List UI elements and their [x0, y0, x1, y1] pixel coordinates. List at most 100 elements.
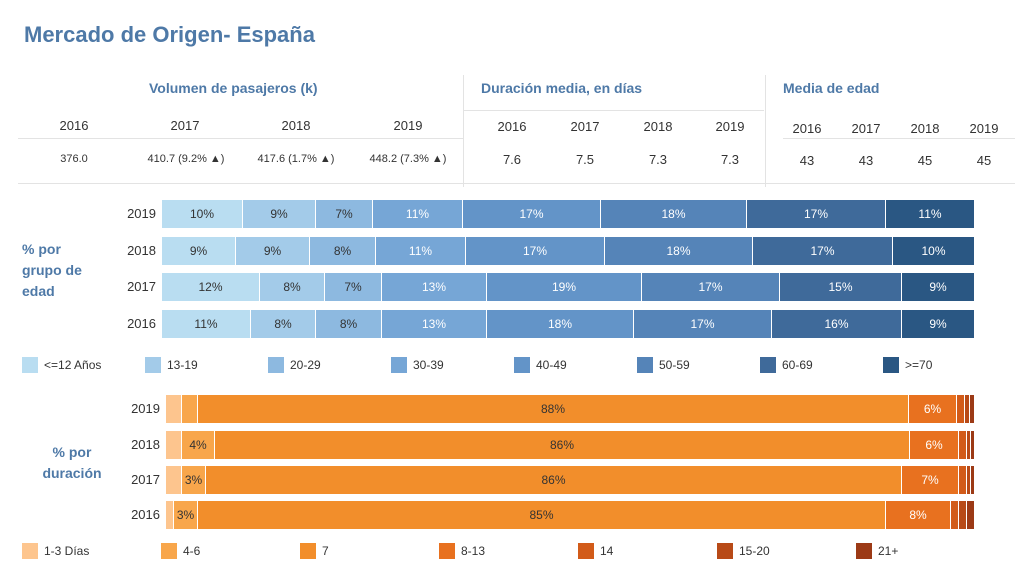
row-year-label: 2016 — [131, 507, 160, 522]
header-duracion: Duración media, en días — [481, 80, 643, 96]
bar-segment: 17% — [747, 200, 885, 228]
bar-segment — [971, 431, 974, 459]
edad-year: 2019 — [969, 121, 999, 136]
row-year-label: 2019 — [131, 401, 160, 416]
duracion-value: 7.3 — [720, 152, 740, 167]
header-volumen: Volumen de pasajeros (k) — [149, 80, 318, 96]
bar-segment: 9% — [902, 273, 974, 301]
bar-segment: 86% — [215, 431, 909, 459]
edad-value: 43 — [858, 153, 874, 168]
legend-swatch — [883, 357, 899, 373]
bar-segment: 6% — [909, 395, 956, 423]
table-divider — [18, 138, 464, 139]
legend-item: 15-20 — [717, 543, 770, 559]
bar-segment: 7% — [325, 273, 381, 301]
volumen-year: 2016 — [59, 118, 89, 133]
bar-segment: 8% — [886, 501, 950, 529]
row-year-label: 2018 — [127, 243, 156, 258]
legend-item: 13-19 — [145, 357, 198, 373]
bar-segment: 11% — [162, 310, 250, 338]
legend-swatch — [514, 357, 530, 373]
row-year-label: 2019 — [127, 206, 156, 221]
bar-segment: 13% — [382, 273, 486, 301]
edad-value: 45 — [976, 153, 992, 168]
bar-segment: 12% — [162, 273, 259, 301]
bar-segment: 13% — [382, 310, 486, 338]
bar-segment — [967, 466, 970, 494]
bar-segment: 7% — [902, 466, 958, 494]
bar-segment: 8% — [316, 310, 381, 338]
legend-label: 7 — [322, 544, 329, 558]
bar-segment — [959, 431, 966, 459]
bar-segment: 85% — [198, 501, 885, 529]
edad-year: 2017 — [851, 121, 881, 136]
bar-segment: 86% — [206, 466, 901, 494]
bar-segment: 11% — [373, 200, 462, 228]
legend-label: 21+ — [878, 544, 899, 558]
legend-swatch — [760, 357, 776, 373]
volumen-year: 2018 — [281, 118, 311, 133]
legend-item: <=12 Años — [22, 357, 101, 373]
legend-swatch — [578, 543, 594, 559]
duracion-year: 2016 — [497, 119, 527, 134]
table-divider — [18, 183, 1015, 184]
legend-item: 1-3 Días — [22, 543, 89, 559]
legend-swatch — [439, 543, 455, 559]
bar-segment: 9% — [243, 200, 315, 228]
bar-segment: 7% — [316, 200, 372, 228]
legend-label: 14 — [600, 544, 614, 558]
bar-segment: 17% — [466, 237, 604, 265]
legend-label: >=70 — [905, 358, 933, 372]
bar-segment — [965, 395, 969, 423]
legend-label: 15-20 — [739, 544, 770, 558]
bar-segment: 3% — [182, 466, 205, 494]
bar-segment — [166, 501, 173, 529]
bar-segment: 11% — [886, 200, 974, 228]
duracion-year: 2019 — [715, 119, 745, 134]
legend-item: 20-29 — [268, 357, 321, 373]
bar-segment: 9% — [236, 237, 309, 265]
legend-swatch — [717, 543, 733, 559]
legend-swatch — [856, 543, 872, 559]
bar-segment: 8% — [310, 237, 375, 265]
bar-segment: 8% — [260, 273, 324, 301]
bar-segment: 17% — [642, 273, 779, 301]
bar-segment: 9% — [162, 237, 235, 265]
page-title: Mercado de Origen- España — [24, 22, 315, 47]
legend-swatch — [161, 543, 177, 559]
legend-item: 7 — [300, 543, 329, 559]
volumen-year: 2017 — [170, 118, 200, 133]
bar-segment: 18% — [487, 310, 633, 338]
volumen-value: 376.0 — [60, 153, 88, 165]
legend-label: <=12 Años — [44, 358, 102, 372]
legend-item: 14 — [578, 543, 613, 559]
legend-swatch — [391, 357, 407, 373]
bar-segment — [951, 501, 958, 529]
bar-segment — [166, 395, 181, 423]
bar-segment: 9% — [902, 310, 974, 338]
table-divider — [463, 75, 464, 187]
legend-item: 21+ — [856, 543, 898, 559]
legend-item: 4-6 — [161, 543, 200, 559]
bar-segment: 17% — [634, 310, 771, 338]
volumen-value: 417.6 (1.7% ▲) — [257, 153, 335, 165]
duracion-year: 2017 — [570, 119, 600, 134]
edad-year: 2016 — [792, 121, 822, 136]
header-edad: Media de edad — [783, 80, 880, 96]
table-divider — [765, 75, 766, 187]
legend-label: 60-69 — [782, 358, 813, 372]
legend-swatch — [300, 543, 316, 559]
bar-segment: 15% — [780, 273, 901, 301]
bar-segment — [971, 466, 974, 494]
table-divider — [464, 110, 764, 111]
legend-label: 40-49 — [536, 358, 567, 372]
bar-segment: 4% — [182, 431, 214, 459]
bar-segment — [166, 431, 181, 459]
legend-label: 30-39 — [413, 358, 444, 372]
edad-value: 45 — [917, 153, 933, 168]
legend-label: 4-6 — [183, 544, 201, 558]
bar-segment — [959, 501, 966, 529]
bar-segment — [959, 466, 966, 494]
legend-item: >=70 — [883, 357, 932, 373]
bar-segment: 10% — [162, 200, 242, 228]
